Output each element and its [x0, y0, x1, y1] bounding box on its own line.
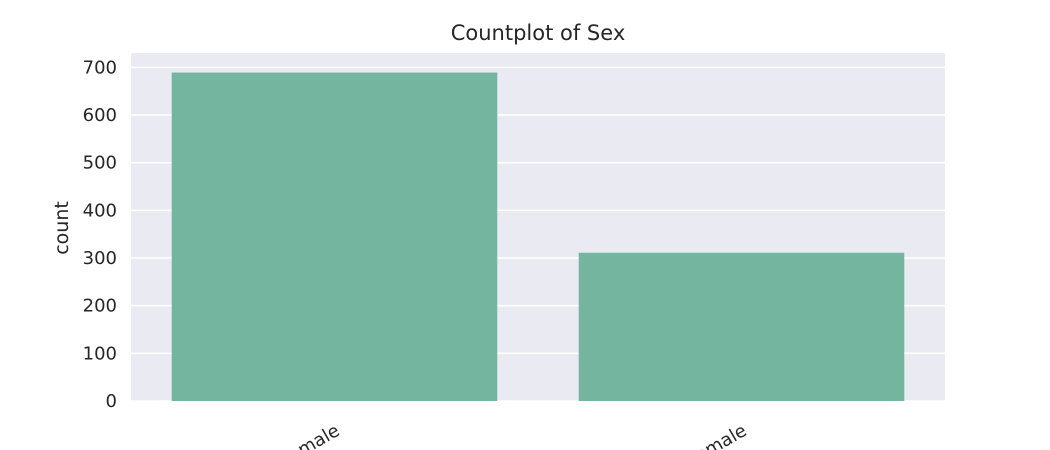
y-tick-label: 400 — [83, 200, 117, 221]
x-tick-labels: male female — [294, 420, 750, 450]
y-tick-label: 100 — [83, 343, 117, 364]
y-tick-label: 200 — [83, 296, 117, 317]
y-tick-label: 300 — [83, 248, 117, 269]
x-tick-label-male: male — [294, 420, 343, 450]
bars — [171, 72, 905, 402]
bar-female — [578, 252, 905, 401]
y-axis-label: count — [51, 201, 73, 255]
y-tick-label: 600 — [83, 105, 117, 126]
y-tick-label: 500 — [83, 153, 117, 174]
bar-male — [171, 72, 498, 402]
x-tick-label-female: female — [686, 420, 750, 450]
y-tick-label: 700 — [83, 57, 117, 78]
y-tick-label: 0 — [106, 391, 117, 412]
y-tick-labels: 0 100 200 300 400 500 600 700 — [83, 57, 117, 412]
chart-title: Countplot of Sex — [451, 21, 626, 45]
